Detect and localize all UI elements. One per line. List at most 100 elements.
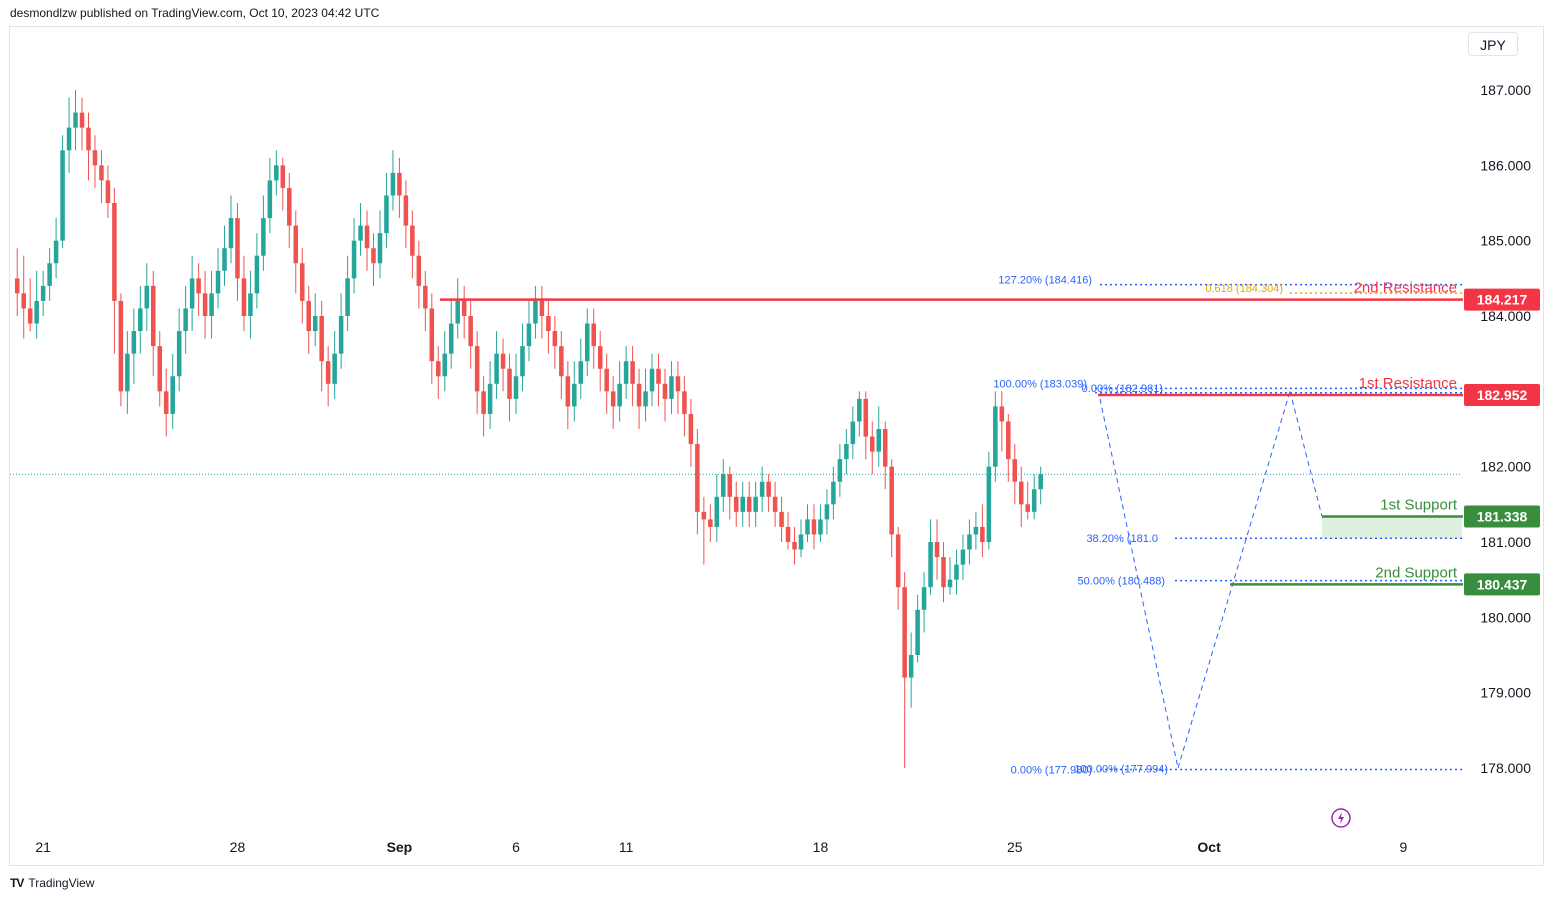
candle-body: [332, 353, 337, 384]
candle-body: [494, 353, 499, 384]
candle-body: [27, 308, 33, 324]
candle-body: [740, 496, 745, 512]
candle-body: [857, 398, 862, 422]
candle-body: [766, 481, 771, 497]
candle-body: [1025, 504, 1030, 512]
tradingview-logo[interactable]: TV TradingView: [10, 876, 94, 890]
candle-body: [798, 534, 804, 550]
support_1-label: 1st Support: [1380, 497, 1458, 514]
x-tick-label: 9: [1400, 839, 1408, 855]
resistance_1-badge: [1464, 383, 1540, 406]
candle-body: [66, 127, 72, 151]
fib-label: 0.00% (182.981): [1082, 383, 1163, 395]
candle-body: [1018, 481, 1024, 505]
level-lines: 2nd Resistance 184.217 1st Resistance 182.9…: [440, 280, 1540, 596]
candle-body: [189, 278, 195, 309]
candle-body: [157, 346, 163, 392]
candle-body: [507, 368, 512, 399]
candle-body: [384, 195, 389, 234]
candle-body: [21, 293, 26, 309]
chart-frame[interactable]: [9, 26, 1544, 866]
candle-body: [863, 398, 869, 437]
candle-body: [261, 218, 266, 256]
resistance_1-badge-text: 182.952: [1477, 387, 1528, 403]
candle-body: [377, 233, 383, 264]
x-tick-label: 21: [35, 839, 51, 855]
candle-body: [487, 383, 493, 414]
candle-body: [753, 496, 758, 512]
candle-body: [539, 300, 545, 316]
candle-body: [474, 346, 480, 392]
support_1-badge: [1464, 505, 1540, 528]
candle-body: [410, 225, 415, 256]
x-tick-label: 28: [230, 839, 246, 855]
candle-body: [125, 353, 130, 392]
candle-body: [675, 376, 681, 392]
candle-body: [92, 150, 98, 166]
candle-body: [578, 361, 584, 384]
candle-body: [941, 557, 946, 588]
candle-body: [947, 579, 953, 588]
candle-body: [280, 165, 286, 188]
resistance_2-badge-text: 184.217: [1477, 292, 1528, 308]
candle-body: [455, 300, 460, 324]
y-tick-label: 187.000: [1480, 82, 1531, 98]
candle-body: [248, 293, 253, 316]
candle-body: [954, 564, 959, 580]
candle-body: [695, 444, 700, 512]
candle-body: [643, 391, 648, 407]
candle-body: [319, 316, 324, 362]
y-tick-label: 180.000: [1480, 609, 1531, 625]
candle-body: [779, 511, 784, 527]
candle-body: [811, 519, 817, 535]
candle-body: [442, 353, 448, 377]
candle-body: [792, 542, 797, 550]
candle-body: [235, 218, 240, 279]
candle-body: [53, 240, 59, 264]
candle-body: [623, 361, 629, 384]
currency-selector[interactable]: JPY: [1468, 32, 1518, 56]
candle-body: [176, 331, 182, 377]
candle-body: [209, 293, 214, 316]
x-tick-label: Oct: [1197, 839, 1221, 855]
candle-body: [170, 376, 175, 414]
candle-body: [986, 466, 992, 542]
candle-body: [429, 308, 435, 362]
candle-body: [889, 466, 894, 535]
candle-body: [358, 225, 363, 241]
candle-body: [423, 285, 428, 309]
candle-body: [520, 346, 525, 377]
candle-body: [228, 218, 234, 249]
candle-body: [436, 361, 441, 377]
candle-body: [299, 263, 305, 301]
support_1-badge-text: 181.338: [1477, 509, 1528, 525]
candle-body: [604, 368, 609, 392]
candle-body: [772, 496, 778, 512]
y-tick-label: 182.000: [1480, 459, 1531, 475]
candle-body: [844, 444, 849, 460]
candle-body: [746, 496, 752, 512]
candle-body: [721, 474, 726, 497]
candle-body: [150, 285, 156, 347]
candle-body: [993, 406, 998, 467]
candle-body: [1006, 421, 1011, 460]
candle-body: [1038, 474, 1043, 490]
resistance_2-badge: [1464, 288, 1540, 311]
candles: [14, 90, 1043, 768]
publisher-header: desmondlzw published on TradingView.com,…: [10, 6, 380, 20]
candle-body: [934, 542, 940, 558]
candle-body: [915, 609, 920, 655]
candle-body: [882, 429, 888, 467]
x-tick-label: 18: [813, 839, 829, 855]
resistance_2-label: 2nd Resistance: [1354, 280, 1457, 297]
resistance_1-label: 1st Resistance: [1359, 375, 1457, 392]
candle-body: [701, 511, 707, 520]
candle-body: [86, 127, 91, 151]
candle-body: [163, 391, 169, 414]
candle-body: [565, 376, 571, 407]
x-tick-label: Sep: [387, 839, 413, 855]
y-tick-label: 186.000: [1480, 157, 1531, 173]
candle-body: [338, 316, 344, 354]
y-tick-label: 185.000: [1480, 233, 1531, 249]
